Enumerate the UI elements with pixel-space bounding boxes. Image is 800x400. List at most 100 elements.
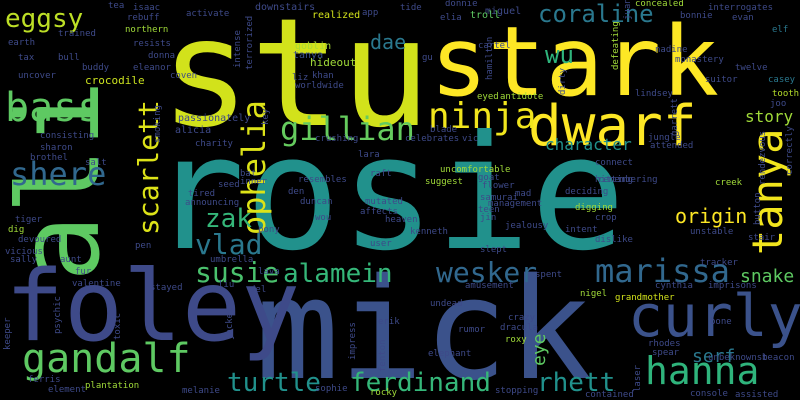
- word-nadine: nadine: [655, 45, 688, 55]
- word-umbrella: umbrella: [210, 255, 253, 265]
- word-donna: donna: [148, 51, 175, 61]
- word-connect: connect: [595, 158, 633, 168]
- word-garrett: garrett: [670, 98, 680, 136]
- word-crazy: crazy: [508, 313, 536, 323]
- word-user: user: [370, 239, 392, 249]
- word-curly: curly: [628, 282, 800, 350]
- word-bone: bone: [710, 317, 732, 327]
- word-eleanor: eleanor: [133, 63, 172, 73]
- word-ninja: ninja: [428, 96, 536, 137]
- word-melanie: melanie: [182, 386, 220, 396]
- word-teen: teen: [478, 205, 500, 215]
- word-rhett: rhett: [537, 368, 615, 398]
- word-liu: liu: [218, 280, 234, 290]
- word-button: button: [753, 192, 763, 225]
- word-realized: realized: [312, 10, 360, 21]
- word-del: del: [250, 285, 266, 295]
- word-pen: pen: [135, 241, 151, 251]
- word-concealed: concealed: [635, 0, 684, 9]
- word-roxy: roxy: [505, 335, 527, 345]
- word-vlad: vlad: [195, 228, 262, 261]
- word-attended: attended: [650, 141, 693, 151]
- word-stopping: stopping: [495, 386, 538, 396]
- word-downstairs: downstairs: [255, 2, 315, 13]
- word-undead: undead: [430, 299, 463, 309]
- word-erik: erik: [378, 317, 400, 327]
- word-tea: tea: [108, 1, 124, 11]
- word-mick: mick: [255, 249, 592, 400]
- word-management: management: [488, 199, 542, 209]
- word-tide: tide: [400, 3, 422, 13]
- word-stu: stu: [160, 0, 431, 161]
- word-remembering: remembering: [598, 175, 658, 185]
- word-duncan: duncan: [300, 197, 333, 207]
- word-resembles: resembles: [298, 175, 347, 185]
- word-affects: affects: [360, 207, 398, 217]
- word-buddy: buddy: [82, 63, 110, 73]
- word-bonnie: bonnie: [680, 11, 713, 21]
- word-contained: contained: [585, 390, 634, 400]
- word-monastery: monastery: [675, 55, 724, 65]
- word-seed: seed: [218, 180, 240, 190]
- word-serf: serf: [692, 346, 735, 367]
- word-imprisons: imprisons: [708, 281, 757, 291]
- word-slept: slept: [480, 245, 507, 255]
- word-antidote: antidote: [500, 92, 543, 102]
- word-uncomfortable: uncomfortable: [440, 165, 510, 175]
- word-jungle: jungle: [648, 133, 681, 143]
- word-blade: blade: [430, 125, 457, 135]
- word-raft: raft: [370, 169, 392, 179]
- word-assisted: assisted: [735, 390, 778, 400]
- word-suggest: suggest: [425, 177, 463, 187]
- word-elf: elf: [772, 25, 788, 35]
- word-turtle: turtle: [227, 368, 321, 398]
- word-rebuff: rebuff: [127, 13, 160, 23]
- word-marissa: marissa: [595, 252, 730, 290]
- word-earth: earth: [8, 38, 35, 48]
- word-eggsy: eggsy: [5, 4, 83, 34]
- word-spent: spent: [535, 270, 562, 280]
- word-dwarf: dwarf: [528, 94, 697, 159]
- word-scarlett: scarlett: [132, 100, 165, 235]
- word-goat: goat: [478, 173, 500, 183]
- word-jacket: jacket: [225, 307, 235, 340]
- word-uncover: uncover: [18, 71, 57, 81]
- word-shere: shere: [10, 155, 106, 193]
- word-hideout: hideout: [310, 56, 356, 69]
- word-console: console: [690, 389, 728, 399]
- word-sally: sally: [10, 255, 38, 265]
- word-intent: intent: [565, 225, 598, 235]
- word-flower: flower: [482, 181, 515, 191]
- word-twelve: twelve: [735, 63, 768, 73]
- word-lara: lara: [358, 150, 380, 160]
- word-fenton: fenton: [378, 339, 388, 372]
- word-wou: wou: [315, 213, 331, 223]
- word-consisting: consisting: [40, 131, 94, 141]
- word-susie: susie: [195, 256, 279, 289]
- word-rhodes: rhodes: [648, 339, 681, 349]
- word-pony: pony: [258, 225, 280, 235]
- word-dracula: dracula: [500, 323, 538, 333]
- word-gu: gu: [422, 53, 433, 63]
- word-dirty: dirty: [558, 67, 568, 95]
- word-terrorized: terrorized: [245, 16, 255, 70]
- word-intense: intense: [233, 30, 243, 68]
- word-stair: stair: [748, 233, 776, 243]
- word-ali: ali: [0, 80, 125, 282]
- word-unstable: unstable: [690, 227, 733, 237]
- word-wu: wu: [545, 41, 574, 69]
- word-kenneth: kenneth: [410, 227, 448, 237]
- word-liz: liz: [292, 73, 308, 83]
- word-origin: origin: [675, 204, 747, 228]
- word-evan: evan: [732, 13, 754, 23]
- word-beacon: beacon: [762, 353, 795, 363]
- word-coraline: coraline: [538, 0, 654, 28]
- word-valentine: valentine: [72, 279, 121, 289]
- word-samurai: samurai: [480, 193, 518, 203]
- word-mutated: mutated: [365, 197, 403, 207]
- word-hanna: hanna: [645, 349, 759, 393]
- word-stayed: stayed: [150, 283, 183, 293]
- word-lava: lava: [258, 267, 280, 277]
- word-hamilton: hamilton: [485, 37, 495, 80]
